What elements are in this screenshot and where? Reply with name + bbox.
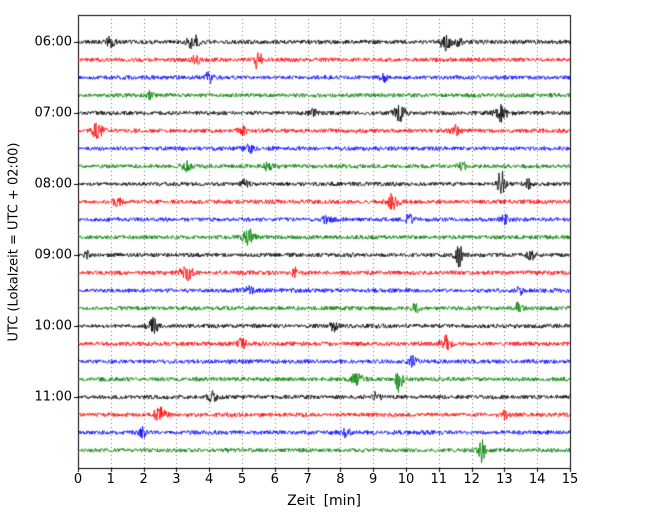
- x-tick-label: 7: [303, 472, 312, 487]
- x-tick-label: 0: [73, 472, 83, 487]
- y-axis-label: UTC (Lokalzeit = UTC + 02:00): [6, 142, 22, 342]
- x-tick-label: 15: [561, 472, 579, 487]
- y-tick-label: 06:00: [34, 34, 72, 50]
- x-tick-label: 3: [172, 472, 181, 487]
- x-tick-label: 6: [270, 472, 279, 487]
- x-axis-label: Zeit [min]: [287, 493, 361, 509]
- y-tick-label: 11:00: [34, 389, 72, 405]
- x-tick-label: 9: [369, 472, 378, 487]
- x-tick-label: 14: [528, 472, 546, 487]
- y-tick-label: 09:00: [34, 247, 72, 263]
- x-tick-label: 12: [463, 472, 480, 487]
- x-tick-label: 11: [430, 472, 448, 487]
- x-tick-label: 2: [139, 472, 148, 487]
- x-tick-label: 8: [336, 472, 345, 487]
- y-tick-label: 08:00: [34, 176, 72, 192]
- x-tick-label: 1: [106, 472, 115, 487]
- x-tick-label: 13: [496, 472, 513, 487]
- y-tick-label: 07:00: [34, 105, 72, 121]
- y-tick-label: 10:00: [34, 318, 72, 334]
- x-tick-label: 4: [205, 472, 214, 487]
- x-tick-label: 10: [397, 472, 415, 487]
- x-tick-label: 5: [237, 472, 247, 487]
